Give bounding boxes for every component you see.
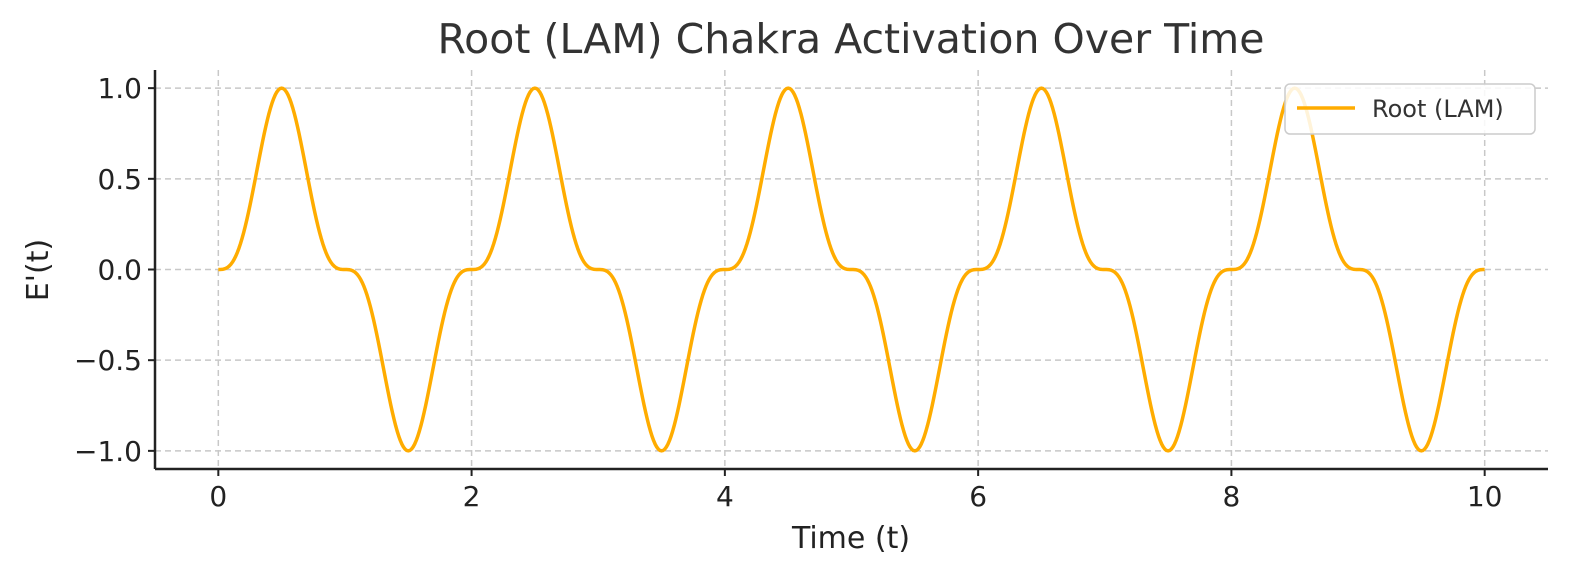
x-tick-label: 8 xyxy=(1222,480,1240,513)
series-line xyxy=(218,86,1485,453)
y-tick-label: 0.0 xyxy=(97,254,142,287)
x-tick-label: 4 xyxy=(716,480,734,513)
legend-label: Root (LAM) xyxy=(1372,95,1504,123)
legend: Root (LAM) xyxy=(1284,83,1536,135)
x-axis-label: Time (t) xyxy=(791,521,910,556)
x-tick-label: 6 xyxy=(969,480,987,513)
chart-title: Root (LAM) Chakra Activation Over Time xyxy=(438,15,1265,63)
y-axis-label: E'(t) xyxy=(21,239,56,301)
y-tick-label: −1.0 xyxy=(74,435,142,468)
ticks: 0 2 4 6 8 10 −1.0 −0.5 0.0 0.5 1.0 xyxy=(74,72,1503,513)
y-tick-label: 1.0 xyxy=(97,72,142,105)
series-layer xyxy=(218,86,1485,453)
x-tick-label: 10 xyxy=(1467,480,1503,513)
y-tick-label: 0.5 xyxy=(97,163,142,196)
y-tick-label: −0.5 xyxy=(74,344,142,377)
x-tick-label: 2 xyxy=(463,480,481,513)
x-tick-label: 0 xyxy=(209,480,227,513)
legend-box xyxy=(1284,83,1536,135)
